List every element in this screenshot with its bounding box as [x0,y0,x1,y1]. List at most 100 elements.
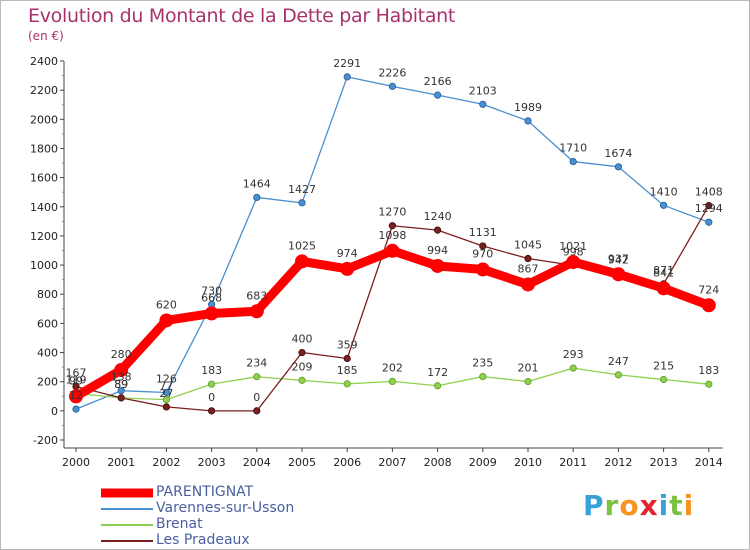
data-point [295,254,309,269]
data-point [298,199,306,207]
data-point [343,73,351,81]
data-label: 1131 [469,226,497,239]
data-point [569,364,577,372]
data-point [249,304,264,319]
data-point [524,377,532,386]
y-tick-label: 2400 [30,55,58,68]
data-label: 1674 [604,147,632,160]
data-point [659,375,668,384]
data-point [117,387,125,395]
y-tick-label: 1600 [30,172,58,185]
data-point [69,389,83,404]
data-label: 359 [337,339,358,352]
data-label: 994 [427,244,448,257]
data-point [521,277,535,292]
data-point [701,298,716,313]
x-tick-label: 2005 [288,456,316,469]
x-tick-label: 2013 [650,456,678,469]
x-tick-label: 2014 [695,456,723,469]
data-label: 400 [292,333,313,346]
data-label: 1710 [559,142,587,155]
data-label: 235 [472,357,493,370]
data-point [208,380,216,388]
data-point [656,281,671,296]
data-label: 209 [292,360,313,373]
x-tick-label: 2003 [198,456,226,469]
x-tick-label: 2006 [333,456,361,469]
data-label: 77 [159,380,173,393]
y-tick-label: 600 [37,317,58,330]
y-tick-label: 400 [37,347,58,360]
data-point [524,254,532,263]
x-tick-label: 2012 [604,456,632,469]
data-label: 27 [159,387,173,400]
data-point [253,407,261,415]
data-point [479,100,487,108]
data-label: 202 [382,361,403,374]
data-point [479,242,487,250]
data-point [433,382,442,390]
data-point [388,377,396,386]
data-label: 1410 [650,185,678,198]
y-tick-label: 1200 [30,230,58,243]
data-point [388,222,396,230]
data-point [114,363,129,378]
data-label: 293 [563,348,584,361]
data-label: 937 [608,252,629,265]
data-point [705,218,713,226]
data-point [208,407,216,415]
data-point [479,372,487,381]
data-point [433,91,442,99]
x-tick-label: 2001 [107,456,135,469]
data-label: 280 [111,348,132,361]
x-tick-label: 2010 [514,456,542,469]
legend-swatch [101,540,153,542]
chart-title: Evolution du Montant de la Dette par Hab… [28,5,456,27]
data-point [162,403,170,411]
data-label: 126 [156,372,177,385]
x-tick-label: 2004 [243,456,271,469]
data-label: 620 [156,298,177,311]
data-label: 138 [111,371,132,384]
data-label: 12 [69,389,83,402]
data-label: 974 [337,247,358,260]
chart-unit: (en €) [28,29,64,43]
data-label: 167 [66,367,87,380]
legend-swatch [101,508,153,510]
data-label: 119 [66,373,87,386]
data-label: 867 [518,262,539,275]
y-tick-label: 1000 [30,259,58,272]
data-label: 99 [69,374,83,387]
proxiti-logo: Proxiti [583,489,695,522]
y-tick-label: 2200 [30,84,58,97]
x-tick-label: 2011 [559,456,587,469]
data-label: 89 [114,378,128,391]
data-label: 201 [518,362,539,375]
legend-swatch [101,524,153,526]
data-label: 1464 [243,177,271,190]
data-point [72,405,80,413]
data-point [117,394,125,402]
data-label: 0 [253,391,260,404]
data-label: 942 [608,254,629,267]
data-label: 234 [246,357,267,370]
legend-label: Varennes-sur-Usson [156,500,295,516]
legend-label: Brenat [156,516,203,532]
data-label: 2226 [378,66,406,79]
legend-swatch [101,488,153,498]
data-label: 215 [653,360,674,373]
data-label: 1427 [288,183,316,196]
y-tick-label: 2000 [30,113,58,126]
data-point [659,201,668,209]
data-point [253,193,261,202]
data-label: 1294 [695,202,723,215]
data-label: 1270 [378,206,406,219]
data-point [253,373,261,381]
data-label: 0 [208,391,215,404]
data-label: 724 [698,283,719,296]
x-tick-label: 2008 [424,456,452,469]
data-label: 668 [201,291,222,304]
data-point [343,354,351,363]
